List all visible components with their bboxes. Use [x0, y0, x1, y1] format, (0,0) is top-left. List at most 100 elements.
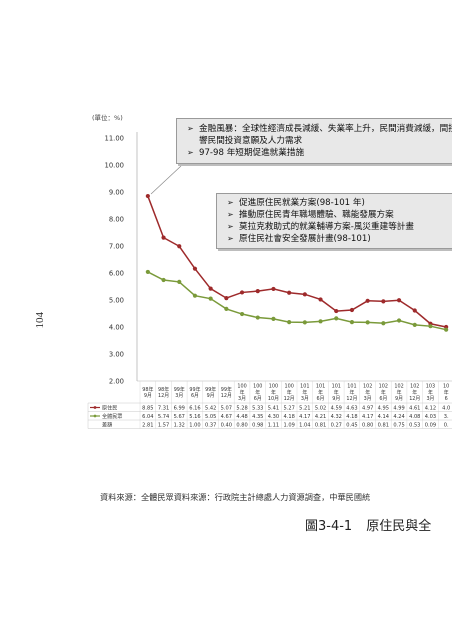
x-tick-label: 100	[253, 384, 262, 390]
data-point	[208, 296, 213, 301]
data-table-cell: 6.16	[189, 405, 200, 411]
data-point	[302, 320, 307, 325]
y-tick-label: 2.00	[109, 378, 124, 386]
x-tick-label: 103	[426, 384, 435, 390]
data-table-cell: 5.67	[174, 414, 185, 420]
data-point	[208, 286, 213, 291]
x-tick-label: 年	[302, 389, 307, 396]
data-point	[177, 244, 182, 249]
data-table-cell: 6.99	[174, 405, 185, 411]
y-tick-label: 10.00	[105, 162, 124, 170]
data-point	[381, 321, 386, 326]
figure-title: 原住民與全	[366, 519, 432, 534]
data-table-cell: 1.09	[283, 422, 294, 428]
callout-financial-crisis: 金融風暴：全球性經濟成長減緩、失業率上升，民間消費減緩，間接影響民間投資意願及人…	[176, 118, 452, 164]
data-table-cell: 4.17	[299, 414, 310, 420]
x-tick-label: 年	[318, 389, 323, 396]
x-tick-label: 3月	[426, 396, 434, 402]
x-tick-label: 年	[444, 389, 449, 396]
data-table-cell: 7.31	[158, 405, 169, 411]
y-tick-label: 8.00	[109, 216, 124, 224]
data-point	[161, 277, 166, 283]
series-line	[147, 195, 447, 328]
data-point	[255, 315, 260, 320]
x-tick-label: 102	[394, 384, 403, 390]
data-point	[349, 307, 355, 313]
data-table-cell: 1.32	[174, 422, 185, 428]
x-tick-label: 6	[445, 396, 448, 402]
x-tick-label: 102	[363, 384, 372, 390]
data-table-cell: 4.97	[362, 405, 373, 411]
x-tick-label: 6月	[254, 396, 262, 402]
x-tick-label: 12月	[221, 393, 232, 399]
y-tick-label: 5.00	[109, 297, 124, 305]
x-tick-label: 9月	[207, 393, 215, 399]
data-table-cell: 4.59	[331, 405, 342, 411]
data-table-cell: 0.81	[315, 422, 326, 428]
data-table-cell: 4.35	[252, 414, 263, 420]
x-tick-label: 9月	[144, 393, 152, 399]
data-table-cell: 4.14	[378, 414, 389, 420]
x-tick-label: 9月	[332, 396, 340, 402]
data-table-cell: 5.42	[205, 405, 216, 411]
x-tick-label: 10	[443, 384, 449, 390]
x-tick-label: 6月	[379, 396, 387, 402]
callout-leader-line	[150, 165, 182, 195]
data-table-cell: 5.74	[158, 414, 169, 420]
data-table-cell: 8.85	[142, 405, 153, 411]
y-tick-label: 7.00	[109, 243, 124, 251]
legend-label: 原住民	[102, 404, 117, 411]
figure-caption: 圖3-4-1 原住民與全	[305, 515, 431, 534]
x-tick-label: 12月	[284, 396, 295, 402]
x-tick-label: 102	[410, 384, 419, 390]
figure-number: 圖3-4-1	[305, 519, 353, 534]
data-point	[334, 308, 339, 314]
data-point	[365, 298, 370, 303]
x-tick-label: 年	[397, 389, 402, 396]
data-table-cell: 4.08	[409, 414, 420, 420]
callout-2-item: 莫拉克救助式的就業輔導方案-風災重建等計畫	[225, 221, 452, 233]
x-tick-label: 年	[412, 389, 417, 396]
data-point	[365, 320, 370, 325]
data-table-cell: 4.95	[378, 405, 389, 411]
data-table-cell: 5.41	[268, 405, 279, 411]
data-table-cell: 4.18	[283, 414, 294, 420]
data-table-cell: 0.27	[331, 422, 342, 428]
x-tick-label: 10月	[268, 396, 279, 402]
unit-label: (單位：%)	[92, 114, 123, 122]
data-point	[302, 292, 307, 297]
x-tick-label: 年	[334, 389, 339, 396]
data-table-cell: 4.18	[346, 414, 357, 420]
data-table-cell: 0.98	[252, 422, 263, 428]
data-point	[192, 266, 198, 271]
data-table-cell: 0.37	[205, 422, 216, 428]
x-tick-label: 102	[379, 384, 388, 390]
data-point	[412, 308, 417, 313]
data-table-cell: 4.30	[268, 414, 279, 420]
data-table-cell: 1.57	[158, 422, 169, 428]
x-tick-label: 年	[271, 389, 276, 396]
x-tick-label: 年	[240, 389, 245, 396]
data-table-cell: 0.	[444, 422, 449, 428]
x-tick-label: 99年	[189, 386, 200, 393]
data-point	[271, 316, 276, 321]
data-point	[239, 290, 245, 295]
y-tick-label: 9.00	[109, 189, 124, 197]
data-point	[318, 297, 323, 302]
data-table-cell: 5.33	[252, 405, 263, 411]
data-table-cell: 0.80	[236, 422, 247, 428]
data-point	[224, 306, 229, 312]
data-table-cell: 0.75	[393, 422, 404, 428]
x-tick-label: 100	[269, 384, 278, 390]
data-table-cell: 4.67	[221, 414, 232, 420]
data-table-cell: 0.53	[409, 422, 420, 428]
x-tick-label: 年	[381, 389, 386, 396]
x-tick-label: 3月	[238, 396, 246, 402]
legend-label: 全體民眾	[102, 413, 122, 420]
x-tick-label: 99年	[174, 386, 185, 393]
data-point	[177, 279, 182, 285]
data-table-cell: 4.61	[409, 405, 420, 411]
x-tick-label: 12月	[346, 396, 357, 402]
data-table-cell: 0.81	[378, 422, 389, 428]
data-table-cell: 6.04	[142, 414, 153, 420]
